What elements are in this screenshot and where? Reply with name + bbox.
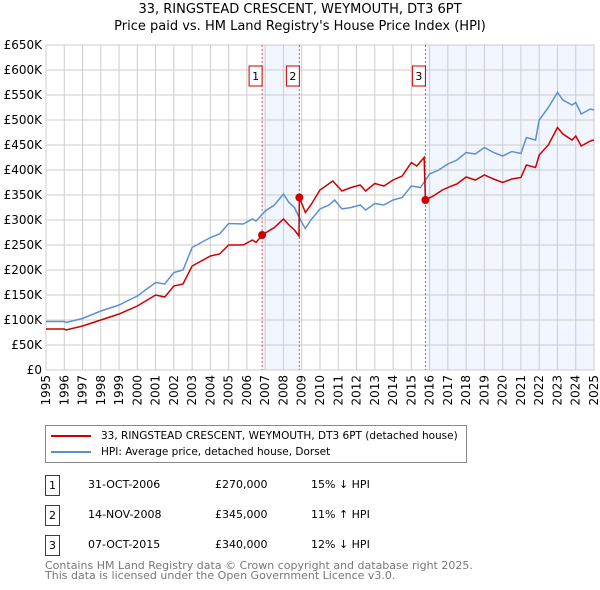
sale-marker-number: 1 <box>252 70 259 83</box>
sale-price: £345,000 <box>215 508 268 521</box>
sale-number-badge: 2 <box>45 505 60 526</box>
x-tick-label: 1997 <box>76 375 90 406</box>
sale-point <box>258 231 267 239</box>
legend: 33, RINGSTEAD CRESCENT, WEYMOUTH, DT3 6P… <box>45 425 467 463</box>
footer: Contains HM Land Registry data © Crown c… <box>45 559 473 582</box>
sale-marker-box <box>411 65 426 87</box>
x-tick-label: 1995 <box>39 375 53 406</box>
legend-item-hpi: HPI: Average price, detached house, Dors… <box>51 444 330 460</box>
x-tick-label: 2016 <box>423 375 437 406</box>
x-tick-label: 2014 <box>386 375 400 406</box>
x-tick-label: 2007 <box>258 375 272 406</box>
x-tick-label: 2009 <box>295 375 309 406</box>
sale-number-badge: 3 <box>45 535 60 556</box>
shaded-range <box>425 45 594 370</box>
sale-point <box>295 193 304 202</box>
x-tick-label: 2004 <box>203 375 217 406</box>
sale-marker-number: 3 <box>415 70 422 83</box>
sale-row: 1 31-OCT-2006 £270,000 15% ↓ HPI <box>45 475 465 496</box>
x-tick-label: 2025 <box>587 375 600 406</box>
y-tick-label: £150K <box>4 288 44 302</box>
x-tick-label: 2024 <box>569 375 583 406</box>
x-tick-label: 2019 <box>477 375 491 406</box>
sale-marker-box <box>285 65 300 87</box>
x-tick-label: 2017 <box>441 375 455 406</box>
x-tick-label: 2008 <box>276 375 290 406</box>
x-tick-label: 2002 <box>167 375 181 406</box>
footer-line: Contains HM Land Registry data © Crown c… <box>45 559 473 572</box>
y-tick-label: £500K <box>4 113 44 127</box>
sale-date: 07-OCT-2015 <box>88 538 161 551</box>
sale-hpi-diff: 11% ↑ HPI <box>311 508 370 521</box>
y-tick-label: £0 <box>27 363 42 377</box>
x-tick-label: 2021 <box>514 375 528 406</box>
y-tick-label: £250K <box>4 238 44 252</box>
x-tick-label: 2000 <box>130 375 144 406</box>
x-tick-label: 2023 <box>550 375 564 406</box>
shaded-range <box>262 45 300 370</box>
sale-date: 14-NOV-2008 <box>88 508 162 521</box>
y-tick-label: £600K <box>4 63 44 77</box>
x-tick-label: 2020 <box>496 375 510 406</box>
x-tick-label: 1999 <box>112 375 126 406</box>
footer-line: This data is licensed under the Open Gov… <box>45 569 396 582</box>
x-tick-label: 2006 <box>240 375 254 406</box>
sale-number-badge: 1 <box>45 475 60 496</box>
x-tick-label: 2001 <box>149 375 163 406</box>
y-tick-label: £400K <box>4 163 44 177</box>
price-chart: £0 £50K £100K £150K £200K £250K £300K £350K £400… <box>4 38 600 406</box>
x-tick-label: 2010 <box>313 375 327 406</box>
property-price-line <box>46 126 595 331</box>
y-tick-label: £450K <box>4 138 44 152</box>
x-tick-label: 2022 <box>532 375 546 406</box>
legend-swatch <box>51 451 91 453</box>
legend-swatch <box>51 435 91 437</box>
legend-label: HPI: Average price, detached house, Dors… <box>101 446 331 458</box>
y-tick-label: £100K <box>4 313 44 327</box>
x-tick-label: 1998 <box>94 375 108 406</box>
chart-subtitle: Price paid vs. HM Land Registry's House … <box>114 19 486 34</box>
legend-label: 33, RINGSTEAD CRESCENT, WEYMOUTH, DT3 6P… <box>101 430 458 442</box>
sale-marker-box <box>248 65 263 87</box>
sale-hpi-diff: 12% ↓ HPI <box>311 538 370 551</box>
sale-marker-number: 2 <box>289 70 296 83</box>
sale-price: £340,000 <box>215 538 268 551</box>
x-tick-label: 2005 <box>222 375 236 406</box>
sale-row: 3 07-OCT-2015 £340,000 12% ↓ HPI <box>45 535 465 556</box>
hpi-line <box>46 91 595 324</box>
sale-hpi-diff: 15% ↓ HPI <box>311 478 370 491</box>
x-tick-label: 2018 <box>459 375 473 406</box>
x-tick-label: 2013 <box>368 375 382 406</box>
y-tick-label: £650K <box>4 38 44 52</box>
x-tick-label: 1996 <box>57 375 71 406</box>
y-tick-label: £300K <box>4 213 44 227</box>
y-tick-label: £50K <box>11 338 43 352</box>
x-tick-label: 2011 <box>331 375 345 406</box>
sale-row: 2 14-NOV-2008 £345,000 11% ↑ HPI <box>45 505 465 526</box>
x-tick-label: 2012 <box>350 375 364 406</box>
sale-point <box>421 196 430 204</box>
y-tick-label: £350K <box>4 188 44 202</box>
y-tick-label: £550K <box>4 88 44 102</box>
sale-price: £270,000 <box>215 478 268 491</box>
legend-item-property: 33, RINGSTEAD CRESCENT, WEYMOUTH, DT3 6P… <box>51 428 458 444</box>
x-tick-label: 2003 <box>185 375 199 406</box>
x-tick-label: 2015 <box>404 375 418 406</box>
chart-title: 33, RINGSTEAD CRESCENT, WEYMOUTH, DT3 6P… <box>138 2 462 17</box>
y-tick-label: £200K <box>4 263 44 277</box>
sale-date: 31-OCT-2006 <box>88 478 161 491</box>
